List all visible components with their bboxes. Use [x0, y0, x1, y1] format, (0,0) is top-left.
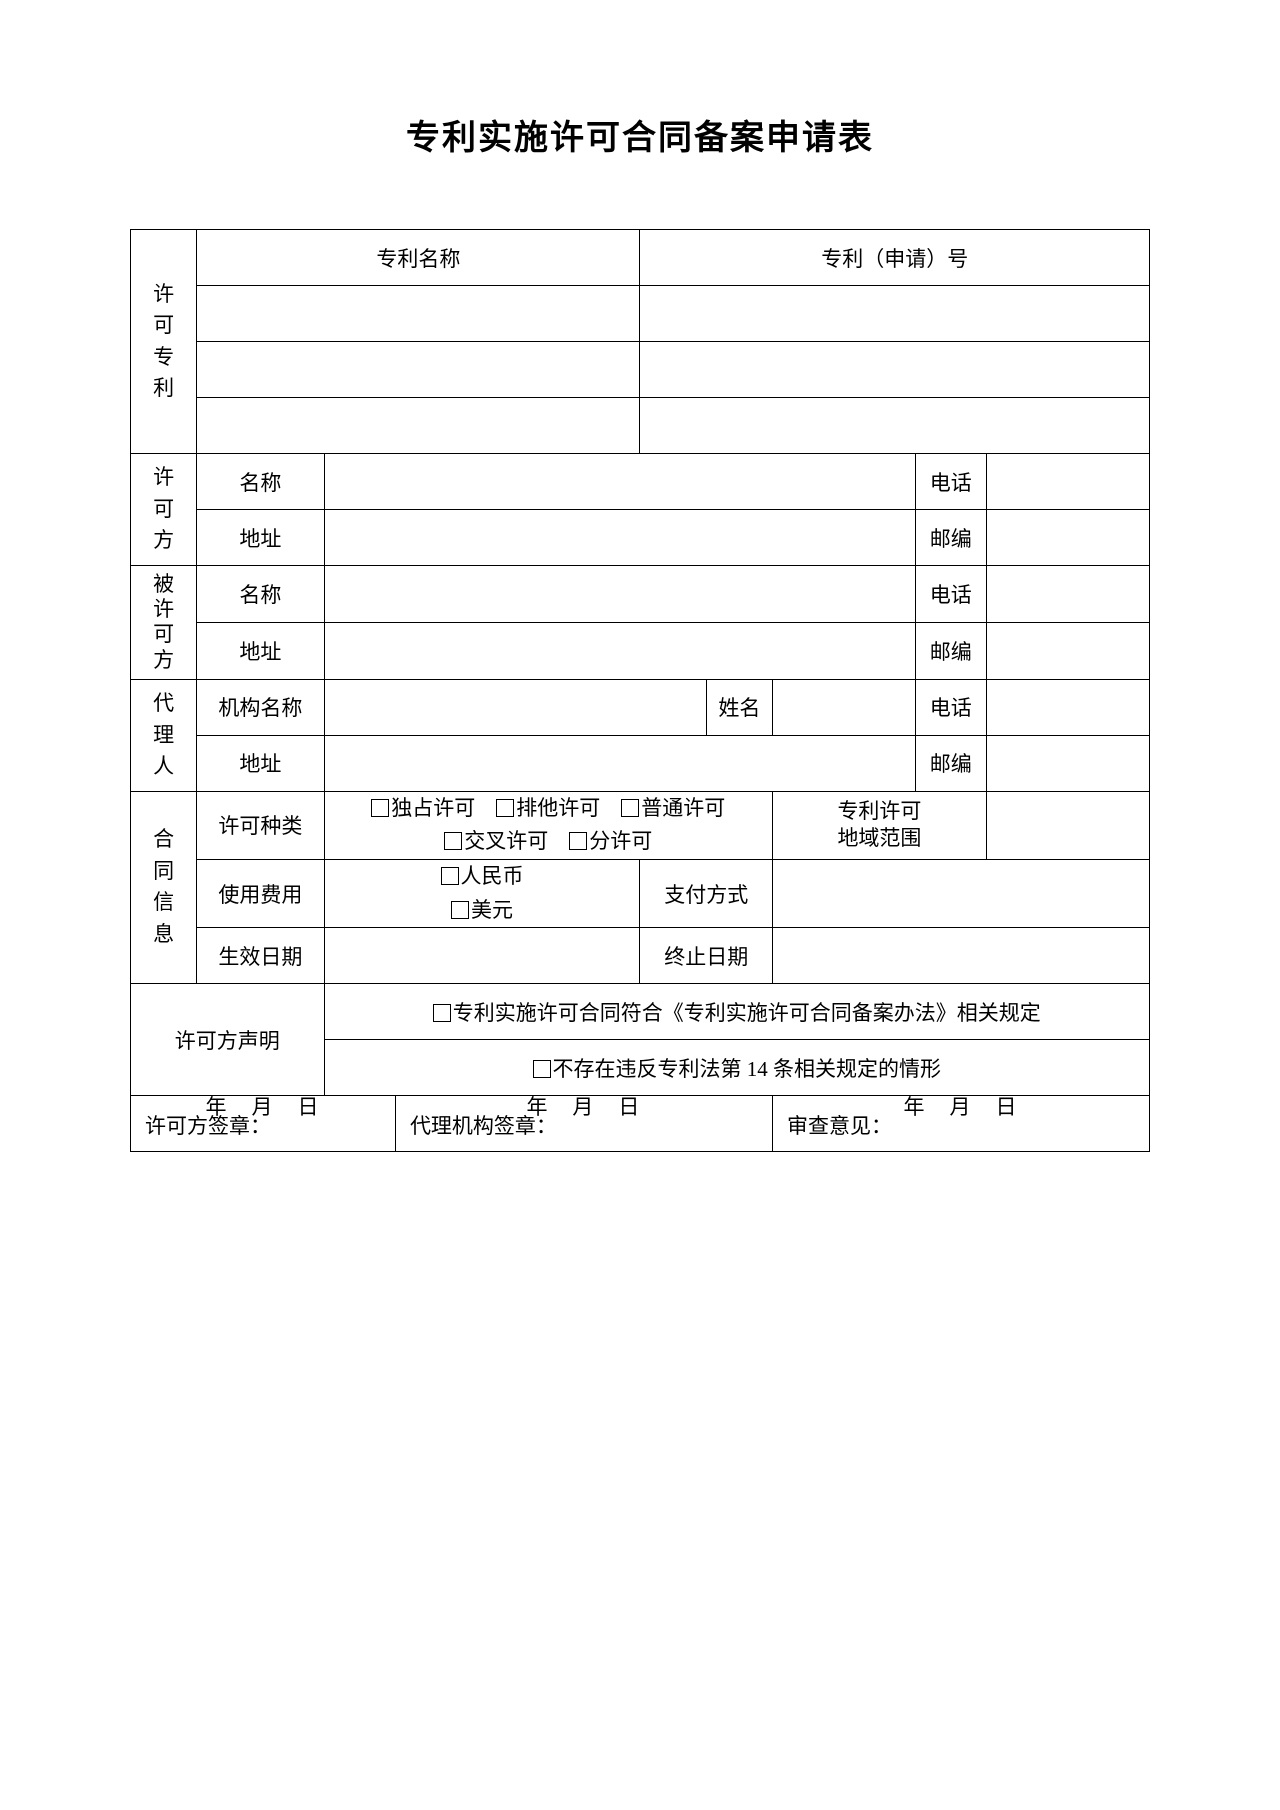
- checkbox-icon[interactable]: [496, 799, 514, 817]
- agent-address-label: 地址: [197, 735, 324, 791]
- checkbox-icon[interactable]: [621, 799, 639, 817]
- agent-side-label: 代理人: [131, 679, 197, 791]
- agent-org-value[interactable]: [324, 679, 706, 735]
- licensor-postcode-value[interactable]: [986, 510, 1149, 566]
- patent-number-row2[interactable]: [640, 342, 1150, 398]
- agent-postcode-value[interactable]: [986, 735, 1149, 791]
- agent-person-value[interactable]: [772, 679, 915, 735]
- licensor-name-value[interactable]: [324, 454, 915, 510]
- licensee-address-value[interactable]: [324, 622, 915, 679]
- agent-sig-date: 年 月 日: [396, 1091, 772, 1121]
- agent-phone-value[interactable]: [986, 679, 1149, 735]
- form-title: 专利实施许可合同备案申请表: [130, 110, 1150, 159]
- payment-method-label: 支付方式: [640, 859, 772, 927]
- checkbox-icon[interactable]: [371, 799, 389, 817]
- payment-method-value[interactable]: [772, 859, 1149, 927]
- patent-name-row3[interactable]: [197, 398, 640, 454]
- agent-postcode-label: 邮编: [915, 735, 986, 791]
- territory-value[interactable]: [986, 791, 1149, 859]
- contract-info-side-label: 合同信息: [131, 791, 197, 983]
- licensor-name-label: 名称: [197, 454, 324, 510]
- page: 专利实施许可合同备案申请表 许可专利 专利名称 专利（申请）号: [0, 0, 1280, 1810]
- licensee-name-label: 名称: [197, 566, 324, 623]
- patent-name-row2[interactable]: [197, 342, 640, 398]
- licensee-phone-label: 电话: [915, 566, 986, 623]
- col-patent-number: 专利（申请）号: [640, 230, 1150, 286]
- licensor-side-label: 许可方: [131, 454, 197, 566]
- currency-options[interactable]: 人民币 美元: [324, 859, 640, 927]
- licensee-phone-value[interactable]: [986, 566, 1149, 623]
- checkbox-icon[interactable]: [533, 1060, 551, 1078]
- licensor-address-label: 地址: [197, 510, 324, 566]
- agent-phone-label: 电话: [915, 679, 986, 735]
- end-date-value[interactable]: [772, 928, 1149, 984]
- license-type-options[interactable]: 独占许可 排他许可 普通许可 交叉许可 分许可: [324, 791, 772, 859]
- agent-address-value[interactable]: [324, 735, 915, 791]
- review-opinion-cell[interactable]: 审查意见： 年 月 日: [772, 1096, 1149, 1152]
- effective-date-value[interactable]: [324, 928, 640, 984]
- license-type-label: 许可种类: [197, 791, 324, 859]
- fee-label: 使用费用: [197, 859, 324, 927]
- licensor-phone-label: 电话: [915, 454, 986, 510]
- patent-number-row1[interactable]: [640, 286, 1150, 342]
- checkbox-icon[interactable]: [451, 901, 469, 919]
- licensee-postcode-label: 邮编: [915, 622, 986, 679]
- licensee-name-value[interactable]: [324, 566, 915, 623]
- col-patent-name: 专利名称: [197, 230, 640, 286]
- review-sig-date: 年 月 日: [773, 1091, 1149, 1121]
- end-date-label: 终止日期: [640, 928, 772, 984]
- effective-date-label: 生效日期: [197, 928, 324, 984]
- checkbox-icon[interactable]: [569, 832, 587, 850]
- agent-person-label: 姓名: [706, 679, 772, 735]
- territory-label: 专利许可地域范围: [772, 791, 986, 859]
- declaration-side-label: 许可方声明: [131, 984, 325, 1096]
- application-form-table: 许可专利 专利名称 专利（申请）号 许可方 名称 电话 地: [130, 229, 1150, 1152]
- declaration-item2[interactable]: 不存在违反专利法第 14 条相关规定的情形: [324, 1040, 1149, 1096]
- patent-name-row1[interactable]: [197, 286, 640, 342]
- checkbox-icon[interactable]: [433, 1004, 451, 1022]
- licensee-side-label: 被许可方: [131, 566, 197, 680]
- patent-number-row3[interactable]: [640, 398, 1150, 454]
- declaration-item1[interactable]: 专利实施许可合同符合《专利实施许可合同备案办法》相关规定: [324, 984, 1149, 1040]
- checkbox-icon[interactable]: [441, 867, 459, 885]
- licensed-patent-side-label: 许可专利: [131, 230, 197, 454]
- licensee-address-label: 地址: [197, 622, 324, 679]
- checkbox-icon[interactable]: [444, 832, 462, 850]
- licensor-signature-cell[interactable]: 许可方签章： 年 月 日: [131, 1096, 396, 1152]
- licensor-postcode-label: 邮编: [915, 510, 986, 566]
- licensor-sig-date: 年 月 日: [131, 1091, 395, 1121]
- licensee-postcode-value[interactable]: [986, 622, 1149, 679]
- agent-org-label: 机构名称: [197, 679, 324, 735]
- agent-signature-cell[interactable]: 代理机构签章： 年 月 日: [395, 1096, 772, 1152]
- licensor-address-value[interactable]: [324, 510, 915, 566]
- licensor-phone-value[interactable]: [986, 454, 1149, 510]
